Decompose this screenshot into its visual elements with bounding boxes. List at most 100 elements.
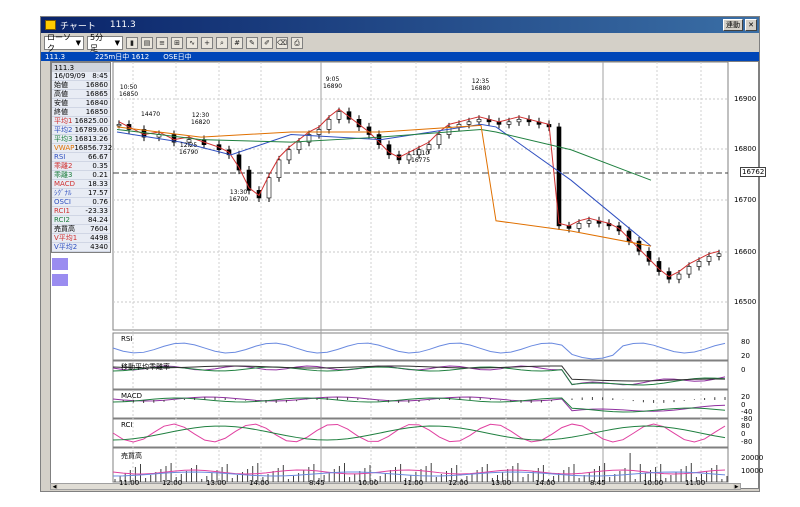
rci-axis-label: 80 [741,422,750,430]
data-panel-row-label: 乖離2 [54,162,73,170]
candle-body [416,149,422,156]
eraser-icon[interactable]: ⌫ [276,37,288,49]
annotation-price: 16880 [471,85,491,92]
kairi1-line [112,365,726,382]
compare-icon[interactable]: ⊞ [171,37,183,49]
chart-area[interactable]: 111.3 16/09/09 8:45 始値 16860 高値 16865 安値 16840 終… [50,61,767,489]
rsi-axis-label: 20 [741,352,750,360]
volume-avg1-line [112,469,726,475]
data-panel-row: OSCI 0.76 [52,198,110,207]
data-panel-row-value: 17.57 [87,189,108,197]
current-price-label: 16762 [740,167,767,177]
data-panel-row-label: RCI2 [54,216,70,224]
rci-axis-label: -80 [741,438,753,446]
sub-pane-frame [112,389,729,419]
macd-axis-label: -40 [741,408,753,416]
time-axis-label: 12:00 [448,479,469,487]
volume-avg2-line [112,471,726,477]
data-panel-row-label: 平均1 [54,117,73,125]
horizontal-scrollbar[interactable]: ◀ ▶ [50,483,741,490]
data-panel-row: 売買高 7604 [52,225,110,234]
zoom-icon[interactable]: ⌕ [216,37,228,49]
candle-body [326,118,332,130]
price-annotation: 9:05 16890 [323,76,342,90]
annotation-price: 16790 [179,149,199,156]
data-panel-row: 平均1 16825.00 [52,117,110,126]
line-chart-icon[interactable]: ∿ [186,37,198,49]
chevron-down-icon: ▼ [75,39,81,47]
draw-icon[interactable]: ✐ [261,37,273,49]
kairi3-line [112,366,726,386]
candle-body [236,154,242,171]
indicator-icon[interactable]: ≡ [156,37,168,49]
price-axis-label: 16800 [734,145,757,153]
volume-pane-label: 売買高 [121,452,142,460]
annotation-price: 16850 [119,91,139,98]
time-axis-label: 14:00 [535,479,556,487]
data-panel-row-value: 16813.26 [74,135,108,143]
candle-body [336,111,342,120]
candle-chart-icon[interactable]: ▮ [126,37,138,49]
time-axis-label: 10:00 [358,479,379,487]
chart-svg[interactable] [51,62,758,488]
crosshair-icon[interactable]: + [201,37,213,49]
data-panel-row-value: 0.21 [92,171,108,179]
rsi-axis-label: 80 [741,338,750,346]
data-panel-row: V平均2 4340 [52,243,110,252]
annotation-time: 9:05 [325,76,340,83]
ma3-line [116,128,652,181]
link-button[interactable]: 連動 [723,19,743,31]
close-button[interactable]: ✕ [745,19,757,31]
data-panel-row-label: 高値 [54,90,68,98]
candle-body [116,124,122,127]
annotation-price: 16820 [191,119,211,126]
candle-body [276,159,282,178]
sub-pane-frame [112,418,729,448]
annotation-time: 12:30 [191,112,210,119]
candle-body [586,220,592,224]
time-axis-label: 8:45 [309,479,325,487]
data-panel-row: RSI 66.67 [52,153,110,162]
data-panel-row: 平均3 16813.26 [52,135,110,144]
chart-type-select[interactable]: ローソク ▼ [44,33,84,53]
data-panel-row-label: V平均1 [54,234,78,242]
price-annotation: 11:10 16775 [411,150,430,164]
price-axis-label: 16600 [734,248,757,256]
chevron-down-icon: ▼ [114,39,120,47]
sub-pane-frame [112,360,729,390]
grid-icon[interactable]: # [231,37,243,49]
app-icon [45,20,56,30]
price-axis-label: 16900 [734,95,757,103]
candle-body [676,273,682,280]
data-panel-row-label: 平均2 [54,126,73,134]
annotation-time: 13:30 [229,189,248,196]
pen-icon[interactable]: ✎ [246,37,258,49]
annotation-time: 12:25 [179,142,198,149]
data-panel-row: 乖離3 0.21 [52,171,110,180]
print-icon[interactable]: ⎙ [291,37,303,49]
candle-body [436,134,442,145]
interval-select[interactable]: 5分足 ▼ [87,33,123,53]
data-panel-row-label: MACD [54,180,75,188]
candle-body [506,121,512,125]
data-panel-row: RCI1 -23.33 [52,207,110,216]
data-panel-row: 終値 16850 [52,108,110,117]
candle-body [696,261,702,267]
candle-body [306,134,312,143]
data-panel-row-label: ｼｸﾞﾅﾙ [54,189,72,197]
annotation-price: 16890 [323,83,343,90]
data-panel-row: 乖離2 0.35 [52,162,110,171]
scroll-left-icon[interactable]: ◀ [51,483,58,490]
candle-body [246,169,252,191]
rsi-pane-label: RSI [121,335,133,343]
scroll-right-icon[interactable]: ▶ [733,483,740,490]
data-panel-row-value: 84.24 [87,216,108,224]
bar-chart-icon[interactable]: ▤ [141,37,153,49]
data-panel-row-label: OSCI [54,198,71,206]
price-annotation: 12:25 16790 [179,142,198,156]
rsi-line [112,342,726,360]
data-panel-row-label: V平均2 [54,243,78,251]
kairi-pane-label: 移動平均乖離率 [121,363,170,371]
interval-value: 5分足 [90,33,104,53]
info-desc: 225m日中 1612 [95,52,150,61]
